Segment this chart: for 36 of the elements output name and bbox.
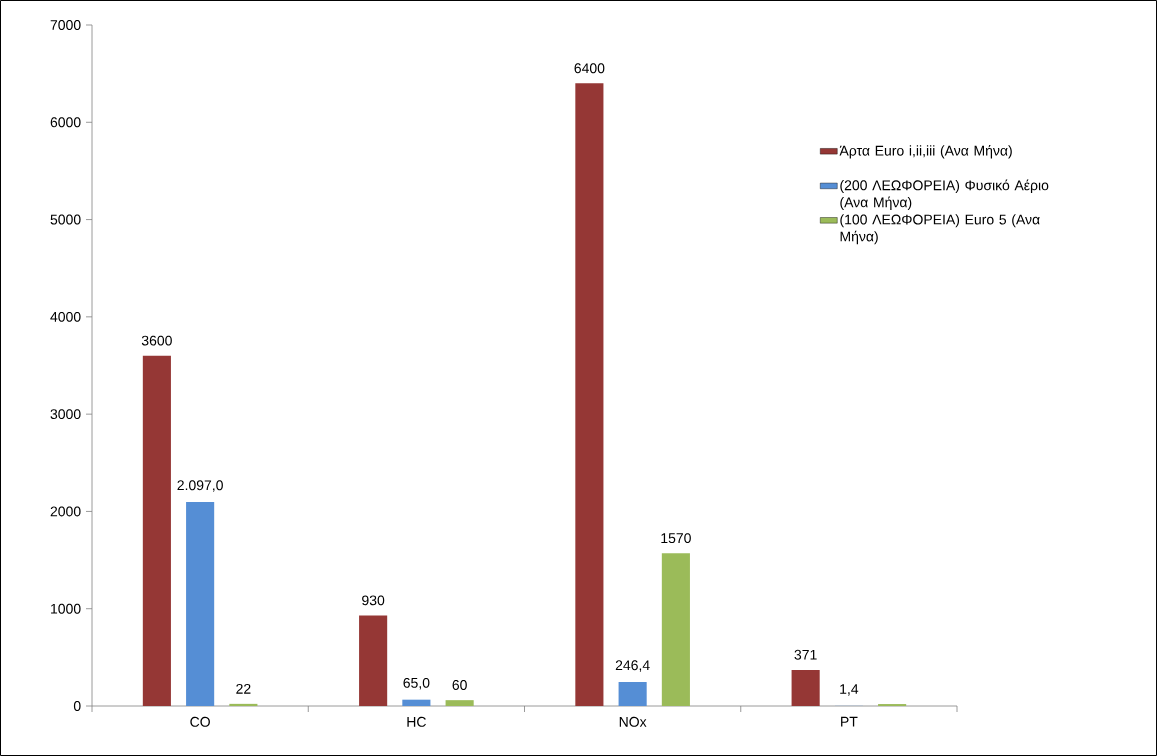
y-tick-label: 0: [73, 701, 81, 711]
x-tick-label: NOx: [619, 716, 647, 727]
data-label: 2.097,0: [177, 480, 223, 492]
data-label: 1570: [661, 533, 691, 544]
y-tick-label: 6000: [50, 117, 81, 128]
bar: [229, 703, 258, 706]
data-label: 6400: [574, 63, 605, 74]
bar: [791, 669, 820, 706]
bar: [618, 682, 647, 706]
legend-label: Άρτα Euro i,ii,iii (Ανα Μήνα): [839, 144, 1012, 159]
legend-label: (200 ΛΕΩΦΟΡΕΙΑ) Φυσικό Αέριο (Ανα Μήνα): [840, 179, 1049, 211]
y-tick-label: 4000: [50, 311, 81, 322]
bar: [359, 615, 388, 706]
data-label: 65,0: [403, 677, 430, 690]
bar: [445, 700, 474, 706]
x-tick-label: HC: [407, 716, 426, 727]
y-tick-label: 1000: [51, 603, 81, 614]
data-label: 371: [794, 649, 817, 660]
y-tick-label: 7000: [50, 20, 81, 30]
bar: [575, 83, 604, 706]
y-tick-label: 2000: [50, 506, 81, 517]
data-label: 60: [452, 680, 467, 690]
x-tick-label: CO: [190, 716, 210, 727]
data-label: 3600: [141, 335, 172, 346]
bar: [661, 553, 690, 706]
data-label: 22: [236, 683, 251, 694]
data-label: 246,4: [615, 660, 650, 672]
data-label: 930: [362, 595, 385, 606]
legend-label: (100 ΛΕΩΦΟΡΕΙΑ) Euro 5 (Ανα Μήνα): [840, 214, 1040, 245]
y-tick-label: 5000: [50, 214, 81, 225]
data-label: 1,4: [840, 684, 859, 696]
bar: [186, 501, 215, 706]
bar: [142, 355, 171, 706]
y-tick-label: 3000: [50, 409, 81, 420]
bar: [402, 699, 431, 706]
x-tick-label: PT: [841, 716, 858, 727]
